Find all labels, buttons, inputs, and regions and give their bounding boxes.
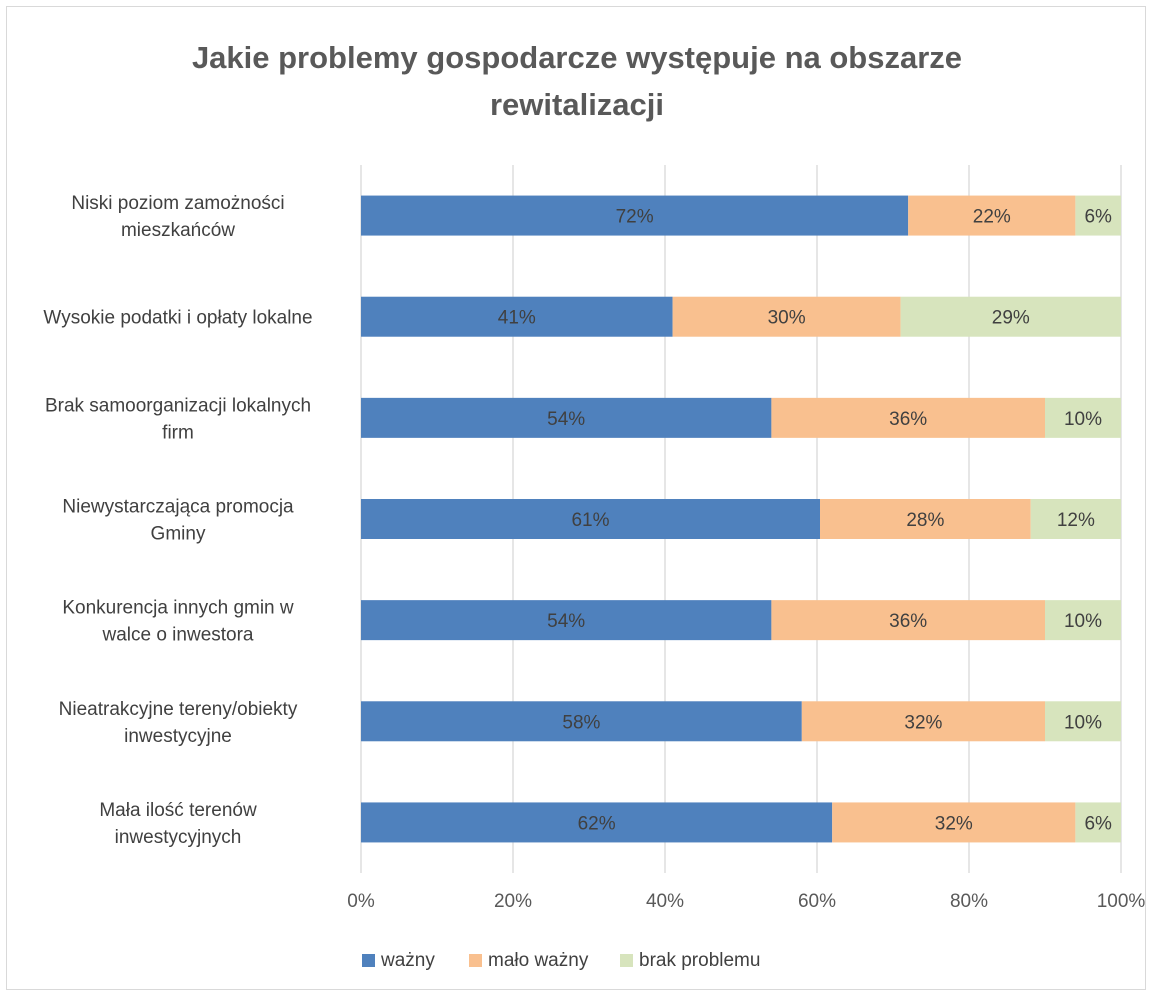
chart-title-line-2: rewitalizacji	[490, 87, 664, 122]
category-label: inwestycyjne	[124, 726, 232, 747]
category-label: mieszkańców	[121, 220, 235, 241]
category-label: Wysokie podatki i opłaty lokalne	[43, 308, 312, 329]
data-label: 12%	[1057, 510, 1095, 531]
bar-segment	[361, 499, 821, 539]
x-tick-label: 20%	[494, 891, 532, 912]
bar-segment	[1075, 802, 1121, 843]
x-tick-label: 80%	[950, 891, 988, 912]
category-label: Niski poziom zamożności	[71, 193, 284, 214]
category-label: Mała ilość terenów	[99, 800, 257, 821]
category-label: firm	[162, 422, 194, 443]
legend-swatch	[362, 954, 375, 967]
category-label: walce o inwestora	[101, 625, 253, 646]
bar-segment	[771, 600, 1045, 641]
category-label: inwestycyjnych	[115, 827, 242, 848]
bar-segment	[361, 802, 833, 843]
category-label: Gminy	[151, 524, 206, 545]
bar-segment	[1075, 195, 1121, 236]
x-tick-label: 100%	[1097, 891, 1146, 912]
bar-segment	[361, 195, 909, 236]
bar-segment	[820, 499, 1031, 539]
data-label: 54%	[547, 409, 585, 430]
legend-label: brak problemu	[639, 950, 760, 971]
chart-title-line-1: Jakie problemy gospodarcze występuje na …	[192, 40, 962, 75]
legend-label: ważny	[380, 950, 435, 971]
x-tick-label: 60%	[798, 891, 836, 912]
data-label: 58%	[562, 712, 600, 733]
bar-segment	[771, 397, 1045, 438]
bar-segment	[900, 296, 1121, 337]
bar-segment	[801, 701, 1045, 742]
bar-segment	[361, 701, 802, 742]
data-label: 10%	[1064, 611, 1102, 632]
bars: 72% 22% 6% 41% 30% 29% 54% 36% 10% 61% 28% 12% 54% 36…	[361, 195, 1121, 843]
data-label: 10%	[1064, 712, 1102, 733]
x-tick-label: 40%	[646, 891, 684, 912]
bar-segment	[361, 397, 772, 438]
data-label: 32%	[935, 813, 973, 834]
data-label: 22%	[973, 207, 1011, 228]
bar-segment	[1045, 600, 1121, 641]
category-label: Brak samoorganizacji lokalnych	[45, 395, 311, 416]
data-label: 10%	[1064, 409, 1102, 430]
data-label: 36%	[889, 611, 927, 632]
data-label: 61%	[571, 510, 609, 531]
bar-segment	[361, 600, 772, 641]
data-label: 6%	[1084, 207, 1112, 228]
bar-segment	[1045, 397, 1121, 438]
data-label: 62%	[578, 813, 616, 834]
category-label: Konkurencja innych gmin w	[62, 598, 294, 619]
legend-swatch	[469, 954, 482, 967]
category-label: Niewystarczająca promocja	[62, 497, 294, 518]
chart-title: Jakie problemy gospodarcze występuje na …	[192, 40, 962, 122]
bar-segment	[908, 195, 1076, 236]
data-label: 36%	[889, 409, 927, 430]
data-label: 30%	[768, 308, 806, 329]
data-label: 72%	[616, 207, 654, 228]
bar-segment	[832, 802, 1076, 843]
data-label: 29%	[992, 308, 1030, 329]
x-axis-ticks: 0% 20% 40% 60% 80% 100%	[347, 891, 1145, 912]
bar-segment	[1030, 499, 1121, 539]
data-label: 32%	[904, 712, 942, 733]
x-tick-label: 0%	[347, 891, 375, 912]
data-label: 41%	[498, 308, 536, 329]
data-label: 6%	[1084, 813, 1112, 834]
legend: ważny mało ważny brak problemu	[362, 950, 760, 971]
legend-swatch	[620, 954, 633, 967]
bar-segment	[361, 296, 673, 337]
category-label: Nieatrakcyjne tereny/obiekty	[59, 699, 298, 720]
bar-segment	[1045, 701, 1121, 742]
legend-label: mało ważny	[488, 950, 589, 971]
category-labels: Niski poziom zamożności mieszkańców Wysoki…	[43, 193, 312, 848]
data-label: 54%	[547, 611, 585, 632]
data-label: 28%	[906, 510, 944, 531]
bar-segment	[672, 296, 901, 337]
